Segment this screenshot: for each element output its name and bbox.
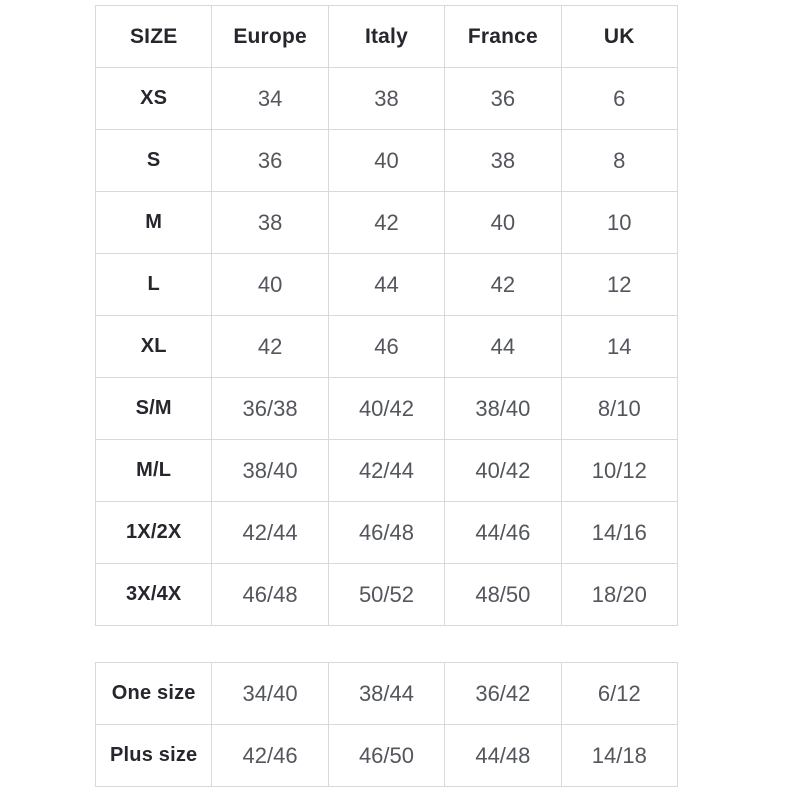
size-label-cell: XS [94, 67, 213, 130]
column-header-size: SIZE [94, 5, 213, 68]
size-label-cell: L [94, 253, 213, 316]
value-cell: 44 [327, 253, 446, 316]
value-cell: 12 [560, 253, 679, 316]
value-cell: 38/40 [211, 439, 329, 502]
size-chart-table: SIZE Europe Italy France UK XS 34 38 36 … [94, 5, 679, 626]
value-cell: 42/44 [211, 501, 329, 564]
value-cell: 18/20 [560, 563, 679, 626]
table-row: XL 42 46 44 14 [94, 315, 679, 378]
value-cell: 14/18 [560, 724, 679, 787]
value-cell: 48/50 [444, 563, 562, 626]
column-header-france: France [444, 5, 562, 68]
size-label-cell: 3X/4X [94, 563, 213, 626]
value-cell: 10/12 [560, 439, 679, 502]
value-cell: 40 [211, 253, 329, 316]
special-sizes-table: One size 34/40 38/44 36/42 6/12 Plus siz… [94, 662, 679, 787]
size-label-cell: S/M [94, 377, 213, 440]
table-row: S/M 36/38 40/42 38/40 8/10 [94, 377, 679, 440]
column-header-uk: UK [560, 5, 679, 68]
value-cell: 38 [444, 129, 562, 192]
column-header-italy: Italy [327, 5, 446, 68]
size-label-cell: M [94, 191, 213, 254]
value-cell: 42/46 [211, 724, 329, 787]
value-cell: 38/40 [444, 377, 562, 440]
header-row: SIZE Europe Italy France UK [94, 5, 679, 68]
size-label-cell: One size [94, 662, 213, 725]
size-label-cell: S [94, 129, 213, 192]
value-cell: 40 [444, 191, 562, 254]
value-cell: 34 [211, 67, 329, 130]
value-cell: 44/46 [444, 501, 562, 564]
table-row: M 38 42 40 10 [94, 191, 679, 254]
value-cell: 36/42 [444, 662, 562, 725]
value-cell: 40 [327, 129, 446, 192]
value-cell: 10 [560, 191, 679, 254]
value-cell: 38 [211, 191, 329, 254]
value-cell: 34/40 [211, 662, 329, 725]
value-cell: 6/12 [560, 662, 679, 725]
size-label-cell: 1X/2X [94, 501, 213, 564]
value-cell: 50/52 [327, 563, 446, 626]
value-cell: 46/48 [327, 501, 446, 564]
value-cell: 42 [444, 253, 562, 316]
size-label-cell: XL [94, 315, 213, 378]
value-cell: 14/16 [560, 501, 679, 564]
value-cell: 38 [327, 67, 446, 130]
table-row: 1X/2X 42/44 46/48 44/46 14/16 [94, 501, 679, 564]
table-row: S 36 40 38 8 [94, 129, 679, 192]
table-row: One size 34/40 38/44 36/42 6/12 [94, 662, 679, 725]
value-cell: 42 [211, 315, 329, 378]
table-row: XS 34 38 36 6 [94, 67, 679, 130]
value-cell: 36 [444, 67, 562, 130]
value-cell: 14 [560, 315, 679, 378]
table-row: M/L 38/40 42/44 40/42 10/12 [94, 439, 679, 502]
value-cell: 46/50 [327, 724, 446, 787]
value-cell: 36/38 [211, 377, 329, 440]
value-cell: 46/48 [211, 563, 329, 626]
table-row: 3X/4X 46/48 50/52 48/50 18/20 [94, 563, 679, 626]
value-cell: 8/10 [560, 377, 679, 440]
value-cell: 6 [560, 67, 679, 130]
value-cell: 8 [560, 129, 679, 192]
table-row: Plus size 42/46 46/50 44/48 14/18 [94, 724, 679, 787]
size-label-cell: Plus size [94, 724, 213, 787]
value-cell: 40/42 [444, 439, 562, 502]
value-cell: 40/42 [327, 377, 446, 440]
value-cell: 38/44 [327, 662, 446, 725]
column-header-europe: Europe [211, 5, 329, 68]
value-cell: 46 [327, 315, 446, 378]
table-row: L 40 44 42 12 [94, 253, 679, 316]
value-cell: 42/44 [327, 439, 446, 502]
value-cell: 36 [211, 129, 329, 192]
size-label-cell: M/L [94, 439, 213, 502]
value-cell: 44 [444, 315, 562, 378]
value-cell: 44/48 [444, 724, 562, 787]
value-cell: 42 [327, 191, 446, 254]
